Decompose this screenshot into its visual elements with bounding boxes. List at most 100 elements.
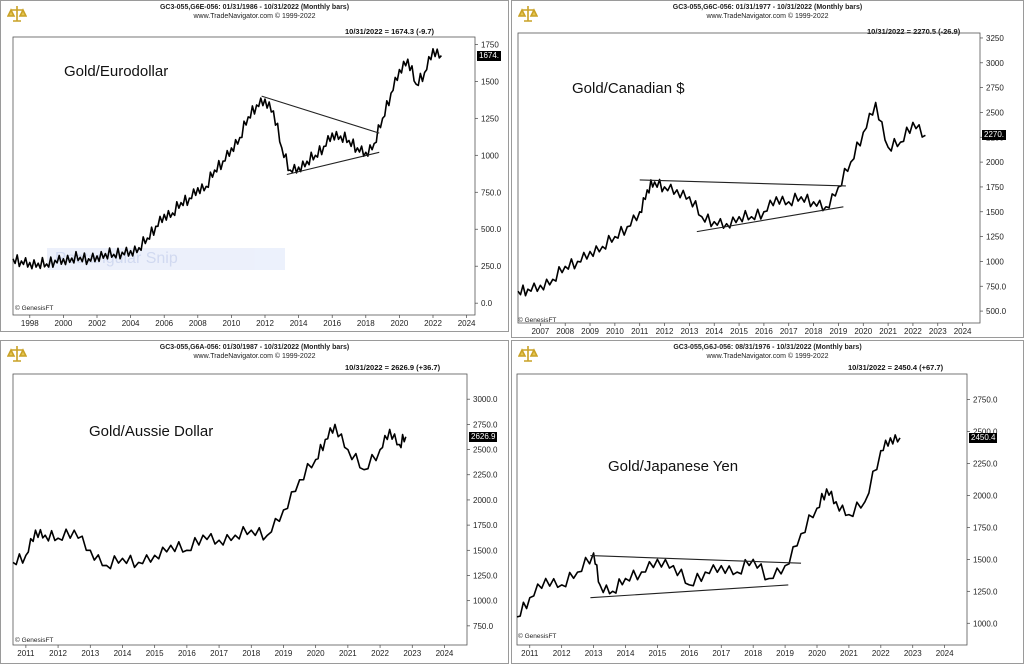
value-readout: 10/31/2022 = 2626.9 (+36.7) bbox=[345, 363, 441, 372]
x-tick-label: 2012 bbox=[256, 319, 274, 328]
x-tick-label: 2000 bbox=[55, 319, 73, 328]
x-tick-label: 2012 bbox=[49, 649, 67, 658]
chart-header-line1: GC3-055,G6E-056: 01/31/1986 - 10/31/2022… bbox=[159, 4, 350, 11]
y-tick-label: 750.0 bbox=[986, 282, 1007, 291]
y-tick-label: 1500.0 bbox=[973, 555, 998, 564]
chart-svg: 1998 2000 2002 2004 2006 2008 2010 2012 2014 2016… bbox=[12, 36, 502, 328]
trendline bbox=[639, 179, 846, 187]
x-tick-label: 2022 bbox=[904, 327, 922, 336]
x-tick-label: 2022 bbox=[371, 649, 389, 658]
y-tick-label: 1250.0 bbox=[973, 587, 998, 596]
plot-area: 2011 2012 2013 2014 2015 2016 2017 2018 2019 2020… bbox=[12, 373, 498, 658]
scale-logo-icon bbox=[7, 346, 27, 362]
x-tick-label: 2011 bbox=[631, 327, 649, 336]
x-tick-label: 2019 bbox=[830, 327, 848, 336]
x-tick-label: 2014 bbox=[290, 319, 308, 328]
x-tick-label: 2014 bbox=[617, 649, 635, 658]
x-tick-label: 2008 bbox=[189, 319, 207, 328]
y-tick-label: 500.0 bbox=[481, 225, 502, 234]
x-tick-label: 2010 bbox=[223, 319, 241, 328]
series-line bbox=[516, 434, 901, 618]
plot-frame bbox=[12, 36, 476, 316]
trendline bbox=[590, 584, 789, 599]
value-readout: 10/31/2022 = 1674.3 (-9.7) bbox=[345, 27, 435, 36]
x-tick-label: 2016 bbox=[680, 649, 698, 658]
chart-header: GC3-055,G6C-056: 01/31/1977 - 10/31/2022… bbox=[512, 3, 1023, 21]
y-tick-label: 3000.0 bbox=[473, 395, 498, 404]
y-tick-label: 2250.0 bbox=[473, 471, 498, 480]
y-tick-label: 1000.0 bbox=[473, 597, 498, 606]
y-tick-label: 3000 bbox=[986, 59, 1004, 68]
chart-header-line2: www.TradeNavigator.com © 1999-2022 bbox=[193, 13, 316, 20]
y-tick-label: 750.0 bbox=[481, 188, 502, 197]
x-tick-label: 2002 bbox=[88, 319, 106, 328]
y-tick-label: 1250 bbox=[481, 114, 499, 123]
x-tick-label: 2018 bbox=[357, 319, 375, 328]
y-tick-label: 1000.0 bbox=[973, 619, 998, 628]
plot-area: 2011 2012 2013 2014 2015 2016 2017 2018 2019 2020… bbox=[516, 373, 998, 658]
y-tick-label: 1000 bbox=[481, 151, 499, 160]
chart-panel-gold-eurodollar: GC3-055,G6E-056: 01/31/1986 - 10/31/2022… bbox=[0, 0, 509, 332]
y-tick-label: 2250.0 bbox=[973, 459, 998, 468]
trendline bbox=[696, 206, 844, 233]
scale-logo-icon bbox=[518, 6, 538, 22]
x-tick-label: 2020 bbox=[808, 649, 826, 658]
x-tick-label: 2022 bbox=[872, 649, 890, 658]
last-value-label: 1674. bbox=[477, 50, 502, 61]
credit-text: © GenesisFT bbox=[518, 317, 557, 324]
y-tick-label: 750.0 bbox=[473, 622, 494, 631]
x-tick-label: 2022 bbox=[424, 319, 442, 328]
x-tick-label: 2023 bbox=[403, 649, 421, 658]
x-tick-label: 2020 bbox=[854, 327, 872, 336]
value-readout: 10/31/2022 = 2450.4 (+67.7) bbox=[848, 363, 944, 372]
chart-header: GC3-055,G6E-056: 01/31/1986 - 10/31/2022… bbox=[1, 3, 508, 21]
x-tick-label: 2017 bbox=[712, 649, 730, 658]
x-tick-label: 2018 bbox=[242, 649, 260, 658]
y-tick-label: 2500 bbox=[986, 108, 1004, 117]
x-tick-label: 2007 bbox=[531, 327, 549, 336]
chart-svg: 2011 2012 2013 2014 2015 2016 2017 2018 2019 2020… bbox=[516, 373, 998, 658]
chart-header-line1: GC3-055,G6C-056: 01/31/1977 - 10/31/2022… bbox=[672, 4, 863, 11]
x-tick-label: 2024 bbox=[954, 327, 972, 336]
chart-header-line2: www.TradeNavigator.com © 1999-2022 bbox=[193, 353, 316, 360]
last-value-label: 2626.9 bbox=[469, 431, 498, 442]
x-tick-label: 2024 bbox=[458, 319, 476, 328]
x-tick-label: 2012 bbox=[656, 327, 674, 336]
x-tick-label: 2016 bbox=[323, 319, 341, 328]
value-readout: 10/31/2022 = 2270.5 (-26.9) bbox=[867, 27, 961, 36]
x-tick-label: 2018 bbox=[805, 327, 823, 336]
plot-frame bbox=[12, 373, 468, 646]
chart-panel-gold-canadian: GC3-055,G6C-056: 01/31/1977 - 10/31/2022… bbox=[511, 0, 1024, 338]
trendline bbox=[590, 554, 802, 564]
x-tick-label: 2011 bbox=[521, 649, 539, 658]
plot-area: 2007 2008 2009 2010 2011 2012 2013 2014 2015 2016… bbox=[517, 32, 1007, 336]
plot-frame bbox=[516, 373, 968, 646]
chart-panel-gold-aussie: GC3-055,G6A-056: 01/30/1987 - 10/31/2022… bbox=[0, 340, 509, 664]
x-tick-label: 2012 bbox=[553, 649, 571, 658]
rectangular-snip-overlay: Rectangular Snip bbox=[47, 248, 285, 270]
x-tick-label: 2013 bbox=[585, 649, 603, 658]
series-line bbox=[12, 423, 407, 570]
y-tick-label: 1500 bbox=[986, 208, 1004, 217]
y-tick-label: 1750 bbox=[986, 183, 1004, 192]
chart-header-line1: GC3-055,G6J-056: 08/31/1976 - 10/31/2022… bbox=[673, 344, 862, 351]
y-tick-label: 1500 bbox=[481, 77, 499, 86]
x-tick-label: 2021 bbox=[840, 649, 858, 658]
trendline bbox=[261, 95, 380, 134]
y-tick-label: 1250 bbox=[986, 233, 1004, 242]
x-tick-label: 2013 bbox=[680, 327, 698, 336]
scale-logo-icon bbox=[7, 6, 27, 22]
x-tick-label: 2015 bbox=[730, 327, 748, 336]
chart-header-line2: www.TradeNavigator.com © 1999-2022 bbox=[706, 13, 829, 20]
x-tick-label: 2013 bbox=[81, 649, 99, 658]
x-tick-label: 2014 bbox=[705, 327, 723, 336]
y-tick-label: 2750 bbox=[986, 84, 1004, 93]
chart-header-line2: www.TradeNavigator.com © 1999-2022 bbox=[706, 353, 829, 360]
y-tick-label: 2500.0 bbox=[473, 446, 498, 455]
y-tick-label: 500.0 bbox=[986, 307, 1007, 316]
x-tick-label: 2008 bbox=[556, 327, 574, 336]
x-tick-label: 2024 bbox=[436, 649, 454, 658]
x-tick-label: 2015 bbox=[146, 649, 164, 658]
x-tick-label: 2004 bbox=[122, 319, 140, 328]
chart-title: Gold/Canadian $ bbox=[572, 80, 685, 97]
